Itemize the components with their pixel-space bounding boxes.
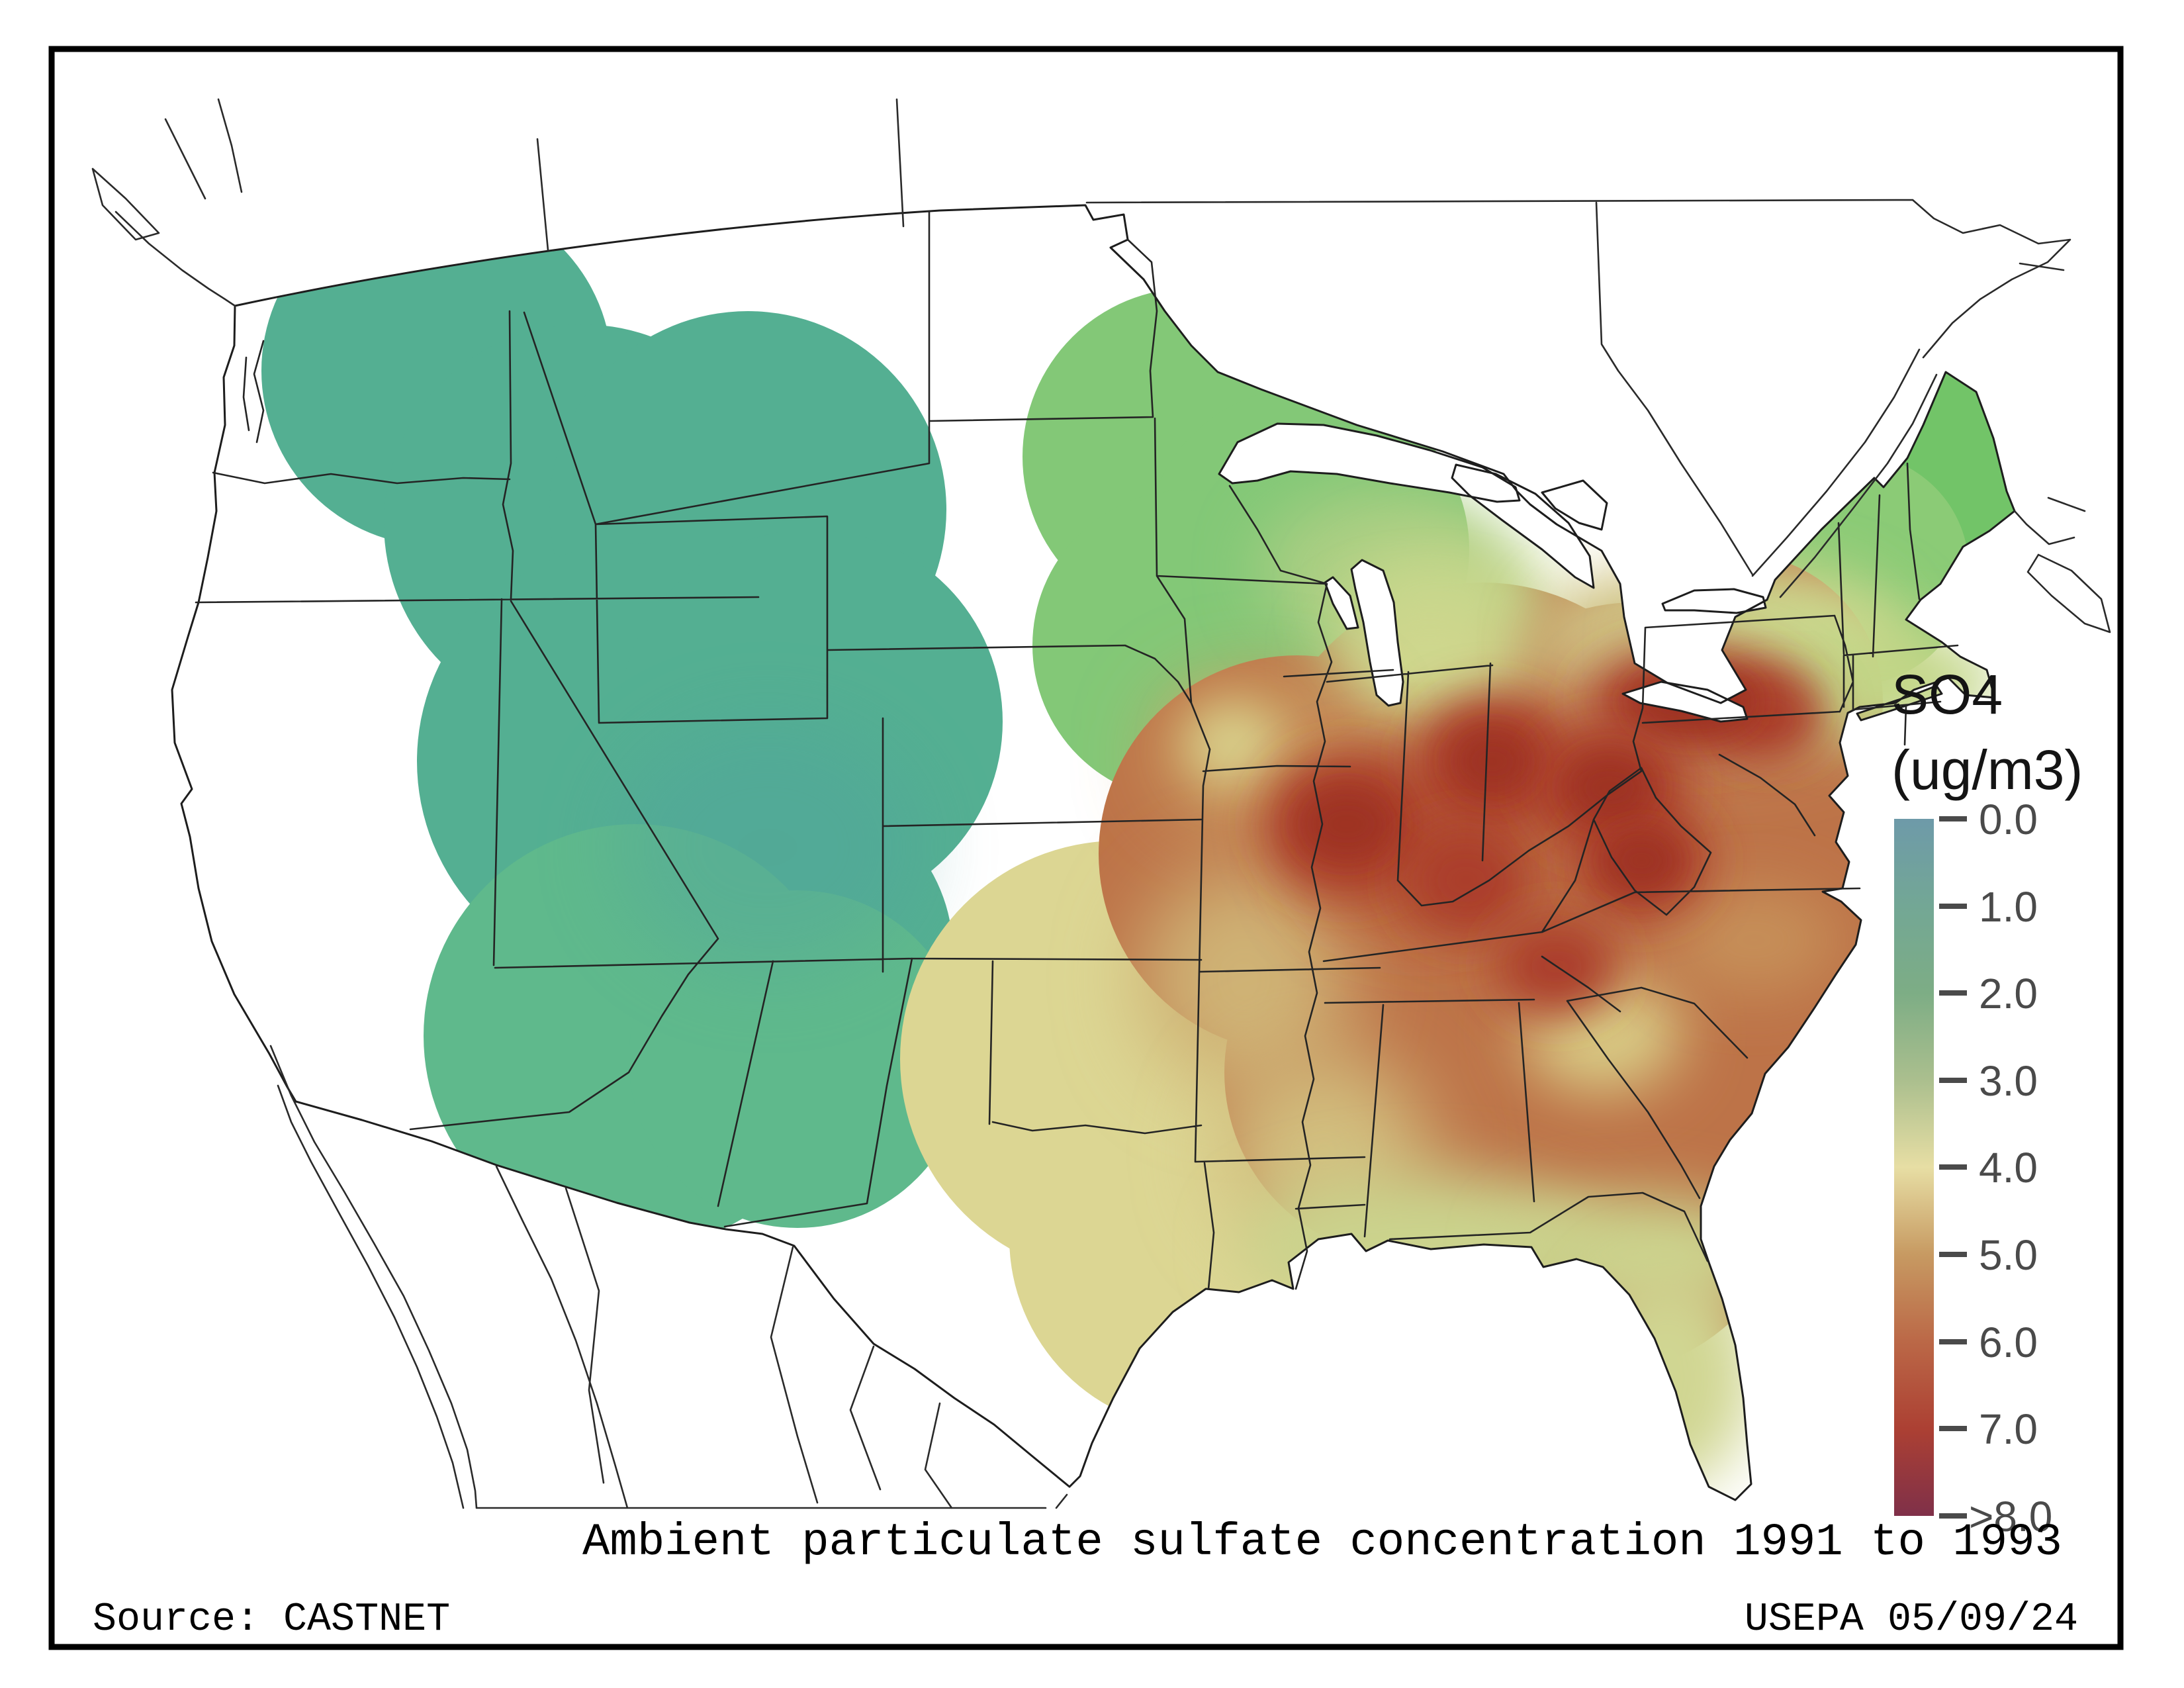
- us-coastline-outline: [171, 204, 2016, 1501]
- surface-blob: [1567, 753, 1653, 822]
- legend: SO4 (ug/m3) 0.0 1.0 2.0 3.0 4.0 5.0 6.0 …: [1891, 663, 2083, 1540]
- tick-label: 1.0: [1979, 883, 2038, 931]
- surface-blob: [1582, 1264, 1754, 1489]
- source-credit: Source: CASTNET: [93, 1597, 450, 1642]
- tick-label: 2.0: [1979, 970, 2038, 1017]
- tick-label: 0.0: [1979, 796, 2038, 843]
- legend-tick-marks: [1939, 816, 1967, 1519]
- map-frame-border: [48, 46, 2124, 1650]
- canada-outline: [91, 98, 2111, 633]
- tick-label: 6.0: [1979, 1319, 2038, 1366]
- agency-date: USEPA 05/09/24: [1745, 1597, 2078, 1642]
- legend-colorbar: [1894, 819, 1934, 1516]
- map-title: Ambient particulate sulfate concentratio…: [582, 1517, 2062, 1568]
- state-borders: [195, 211, 1959, 1290]
- surface-blob: [1186, 705, 1279, 784]
- hotspot-kentucky: [1403, 824, 1529, 937]
- surface-blob: [615, 722, 920, 973]
- surface-blob: [629, 890, 966, 1228]
- surface-blob: [1603, 829, 1680, 892]
- surface-blob: [1668, 887, 1840, 993]
- tick-label: 5.0: [1979, 1231, 2038, 1279]
- surface-blob: [1453, 728, 1532, 794]
- great-lakes: [1218, 422, 1767, 723]
- mexico-outline: [269, 1045, 1068, 1509]
- legend-title: SO4: [1891, 663, 2003, 726]
- surface-blob: [1300, 788, 1393, 861]
- sulfate-surface: [261, 205, 2015, 1489]
- tick-label: 4.0: [1979, 1144, 2038, 1192]
- tick-label: 7.0: [1979, 1405, 2038, 1453]
- tick-label: >8.0: [1969, 1493, 2052, 1540]
- tick-label: 3.0: [1979, 1057, 2038, 1105]
- surface-blob: [1138, 867, 1350, 1092]
- legend-tick-labels: 0.0 1.0 2.0 3.0 4.0 5.0 6.0 7.0 >8.0: [1969, 796, 2052, 1540]
- legend-units: (ug/m3): [1891, 739, 2083, 801]
